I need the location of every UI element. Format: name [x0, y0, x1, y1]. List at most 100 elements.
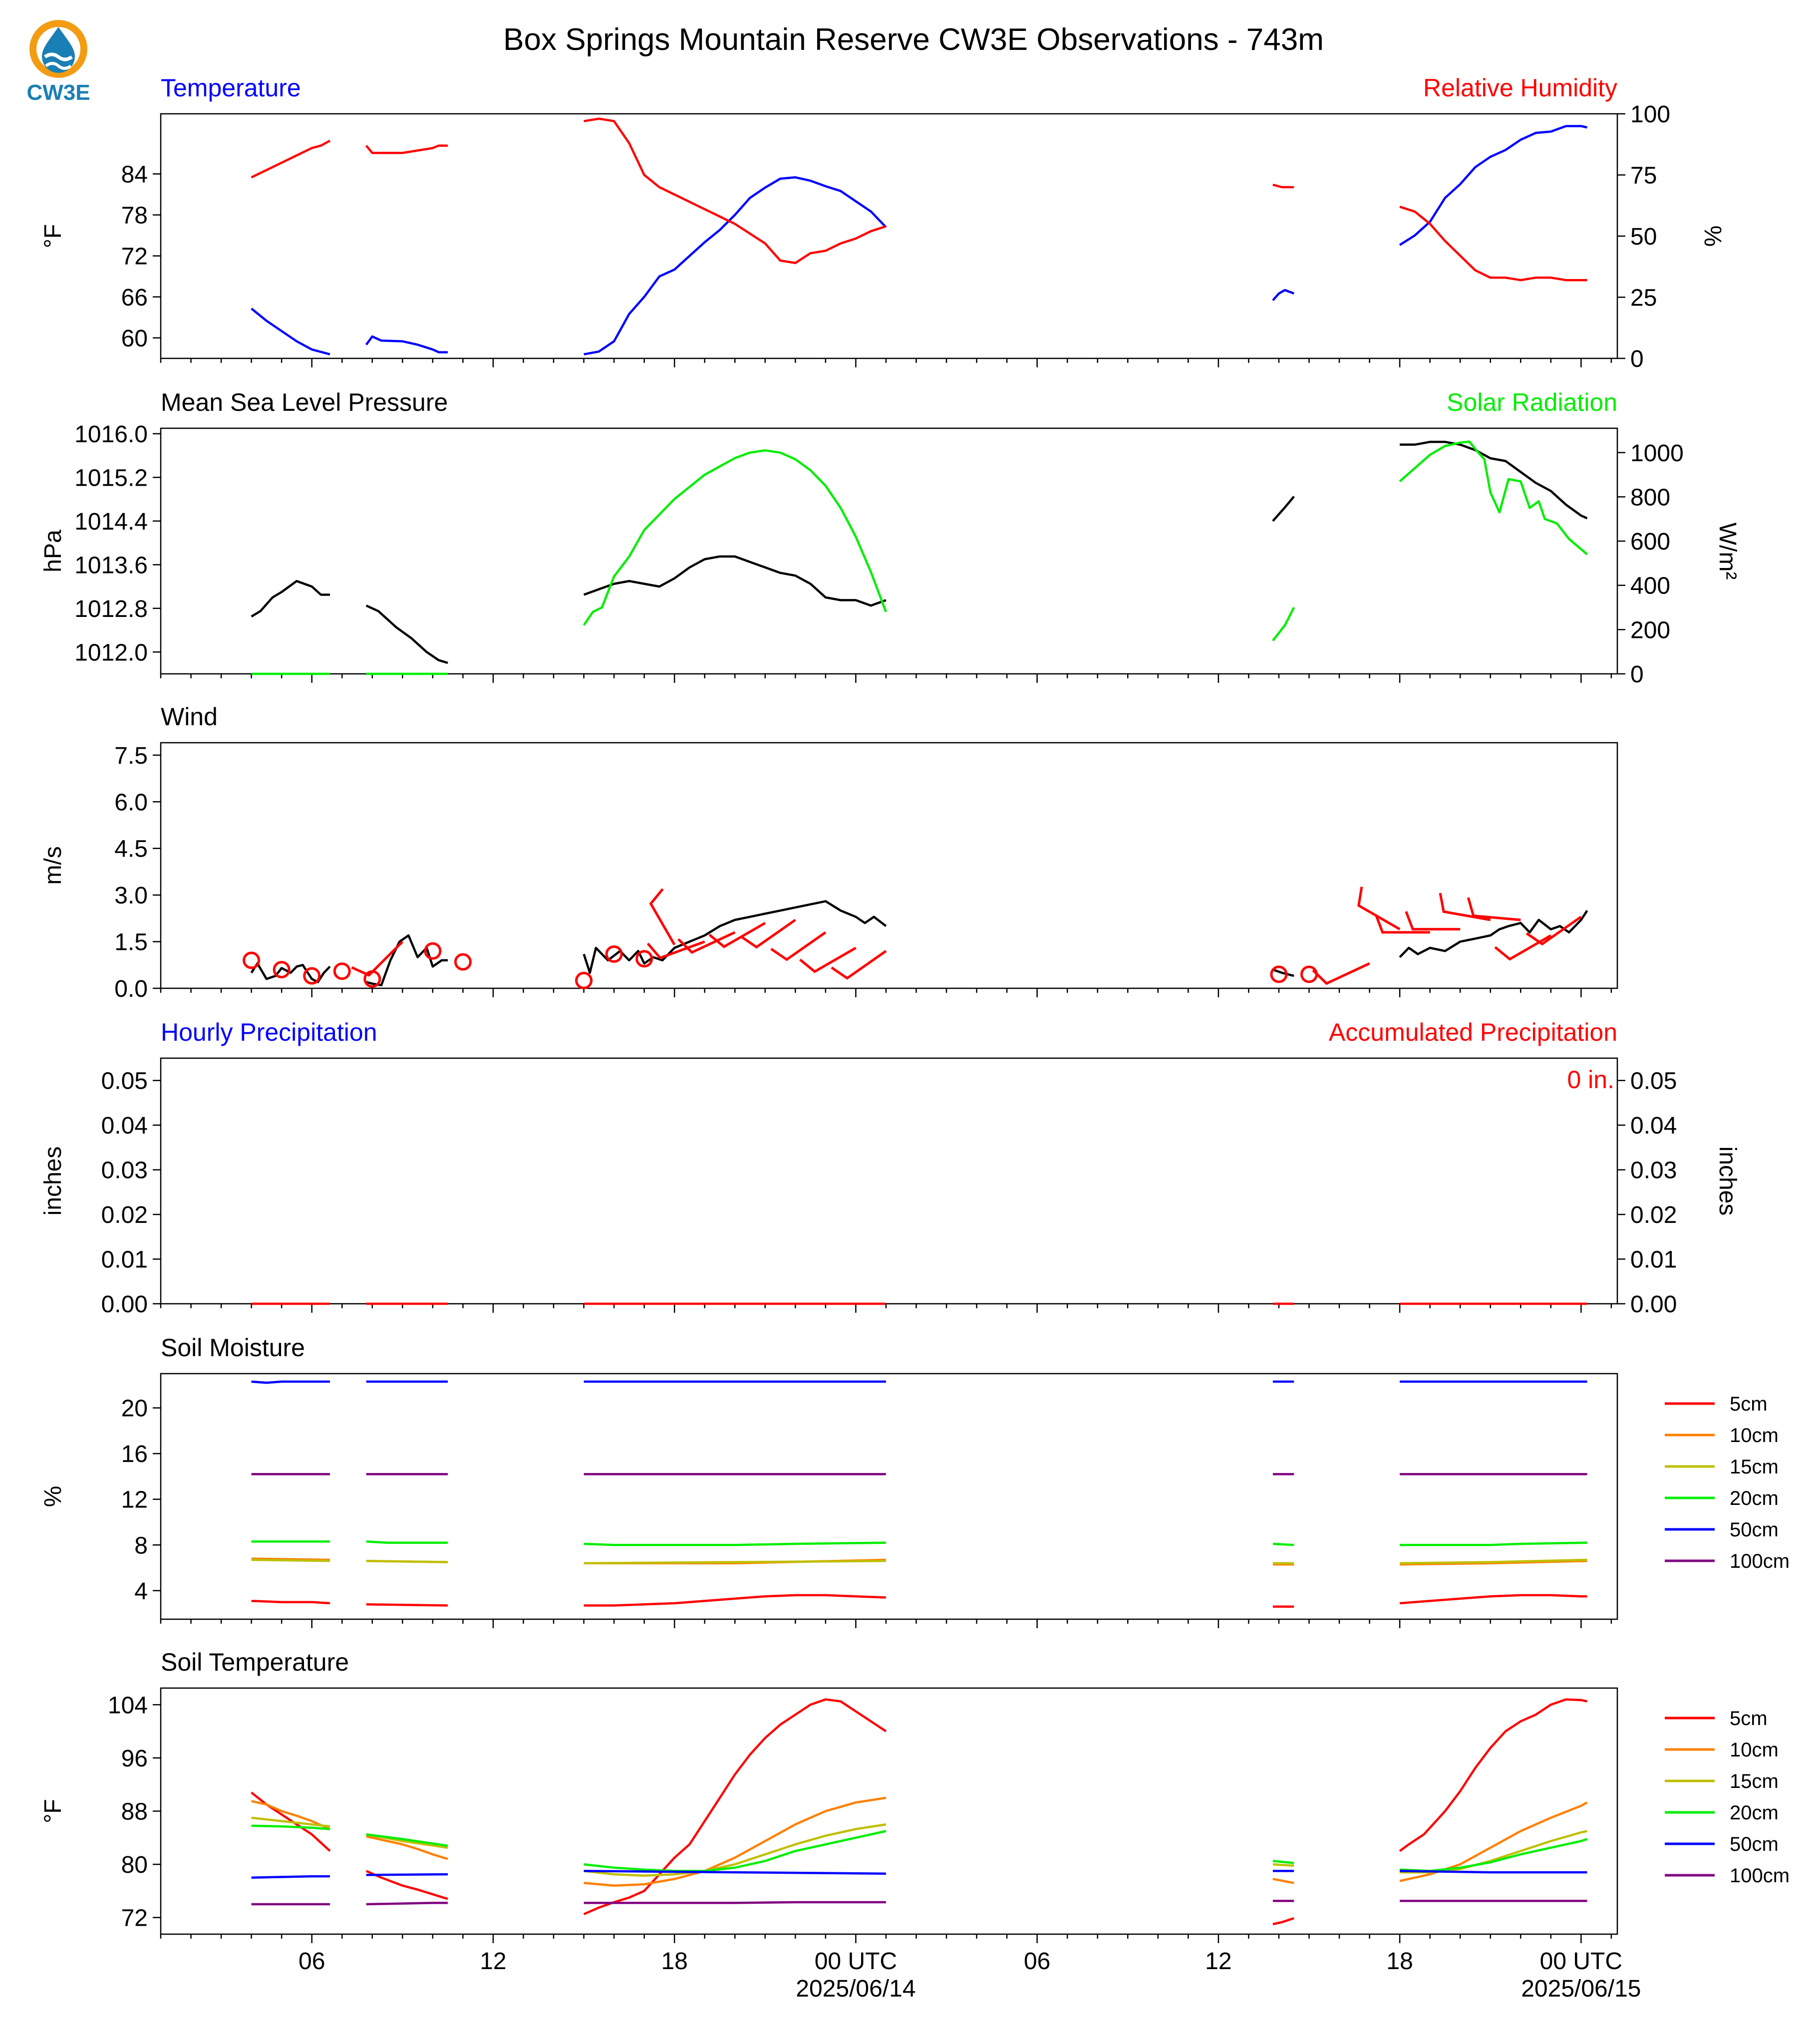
- y-tick-label: 16: [121, 1441, 148, 1467]
- series-line-segment: [583, 449, 888, 626]
- legend: 5cm 10cm 15cm 20cm 50cm 100cm: [1665, 1708, 1790, 1887]
- wind-barb: [1374, 914, 1430, 934]
- series-line-segment: [251, 1557, 330, 1561]
- y-tick-label: 1015.2: [74, 465, 148, 491]
- series-line-segment: [366, 1560, 448, 1563]
- plot-frame: [160, 742, 1618, 989]
- series-15cm: [251, 1816, 1587, 1877]
- legend-label: 100cm: [1730, 1550, 1790, 1572]
- series-line-segment: [1399, 440, 1588, 556]
- wind-barb: [1357, 886, 1401, 930]
- series-line-segment: [251, 1380, 330, 1384]
- y-tick-label-right: 0: [1630, 346, 1644, 372]
- x-tick-label: 06: [299, 1948, 325, 1975]
- series-line-segment: [366, 1833, 448, 1847]
- wind-barb: [831, 950, 887, 980]
- y-tick-label: 0.03: [101, 1158, 148, 1184]
- wind-barb-calm: [605, 945, 623, 963]
- series-10cm: [251, 1796, 1588, 1887]
- wind-barb-calm: [243, 951, 261, 969]
- legend-label: 5cm: [1730, 1708, 1768, 1730]
- panel-title-left: Temperature: [161, 74, 301, 102]
- y-tick-label: 84: [121, 161, 148, 188]
- series-50cm: [251, 1870, 1587, 1879]
- y-tick-label: 4: [134, 1578, 148, 1605]
- series-line-segment: [366, 1873, 448, 1876]
- series-line-segment: [1272, 606, 1295, 641]
- series-line-segment: [1272, 968, 1294, 977]
- series-line-segment: [584, 1870, 886, 1875]
- legend-label: 10cm: [1730, 1739, 1779, 1761]
- y-tick-label: 78: [121, 203, 148, 229]
- x-tick-label: 12: [480, 1948, 506, 1975]
- series-line-segment: [1399, 910, 1588, 958]
- x-tick-label: 18: [661, 1948, 687, 1975]
- series-line-segment: [1272, 289, 1295, 301]
- y-tick-label-right: 75: [1630, 163, 1657, 189]
- series-line-segment: [583, 900, 887, 974]
- series-line-segment: [1399, 1801, 1588, 1882]
- y-tick-label: 72: [121, 1905, 148, 1932]
- y-tick-label: 60: [121, 325, 148, 352]
- y-tick-label-right: 25: [1630, 285, 1657, 311]
- y-axis-label: inches: [40, 1147, 66, 1216]
- wind-barb-calm: [454, 953, 472, 971]
- series-line-segment: [584, 176, 887, 356]
- y-tick-label: 3.0: [114, 882, 148, 909]
- x-tick-label: 00 UTC: [815, 1948, 897, 1975]
- y-tick-label: 104: [108, 1692, 148, 1719]
- series-line-segment: [251, 1824, 330, 1830]
- wind-barb: [1439, 892, 1491, 921]
- series-line-segment: [1272, 1878, 1294, 1884]
- wind-barb: [770, 931, 827, 961]
- y-axis-label: °F: [40, 224, 66, 249]
- series-line-segment: [251, 579, 330, 618]
- series-mean-sea-level-pressure: [251, 441, 1588, 664]
- legend-label: 15cm: [1730, 1770, 1779, 1792]
- y-tick-label-right: 100: [1630, 101, 1670, 128]
- series-15cm: [251, 1558, 1587, 1565]
- y-tick-label: 6.0: [114, 789, 148, 816]
- series-line-segment: [251, 1558, 330, 1562]
- series-line-segment: [251, 1816, 330, 1828]
- series-line-segment: [583, 555, 887, 607]
- plot-frame: [160, 113, 1618, 359]
- y-tick-label: 8: [134, 1532, 148, 1559]
- y-tick-label: 20: [121, 1396, 148, 1422]
- x-date-label: 2025/06/15: [1521, 1976, 1641, 2002]
- panel-title-left: Soil Moisture: [161, 1334, 305, 1362]
- series-line-segment: [251, 1875, 330, 1879]
- plot-frame: [160, 1057, 1618, 1305]
- y-tick-label-right: 0.01: [1630, 1247, 1677, 1273]
- y-tick-label: 0.05: [101, 1068, 148, 1095]
- y-tick-label: 4.5: [114, 836, 148, 863]
- series-solar-radiation: [251, 440, 1588, 675]
- wind-barb: [646, 940, 705, 960]
- y-tick-label: 96: [121, 1745, 148, 1772]
- series-wind-speed: [250, 900, 1588, 987]
- series-line-segment: [365, 335, 448, 353]
- series-line-segment: [1399, 206, 1587, 282]
- panel-title-right: Solar Radiation: [1447, 388, 1617, 416]
- series-line-segment: [1272, 1860, 1294, 1864]
- y-tick-label: 1012.8: [74, 596, 148, 622]
- y-tick-label-right: 0.03: [1630, 1158, 1677, 1184]
- wind-barb: [1494, 934, 1552, 961]
- series-line-segment: [1400, 1560, 1587, 1566]
- series-line-segment: [1400, 1870, 1587, 1874]
- plot-frame: [160, 427, 1618, 675]
- y-tick-label: 0.01: [101, 1247, 148, 1273]
- series-line-segment: [583, 1698, 887, 1916]
- series-line-segment: [366, 1835, 448, 1860]
- series-line-segment: [251, 1791, 331, 1852]
- panel-title-right: Relative Humidity: [1423, 74, 1617, 102]
- wind-barb-calm: [575, 971, 593, 989]
- wind-barb-calm: [333, 962, 351, 980]
- x-tick-label: 12: [1205, 1948, 1231, 1975]
- y-tick-label: 80: [121, 1852, 148, 1878]
- wind-barb-calm: [1270, 965, 1288, 983]
- legend-label: 50cm: [1730, 1833, 1779, 1855]
- y-tick-label: 66: [121, 285, 148, 311]
- series-line-segment: [584, 1594, 886, 1607]
